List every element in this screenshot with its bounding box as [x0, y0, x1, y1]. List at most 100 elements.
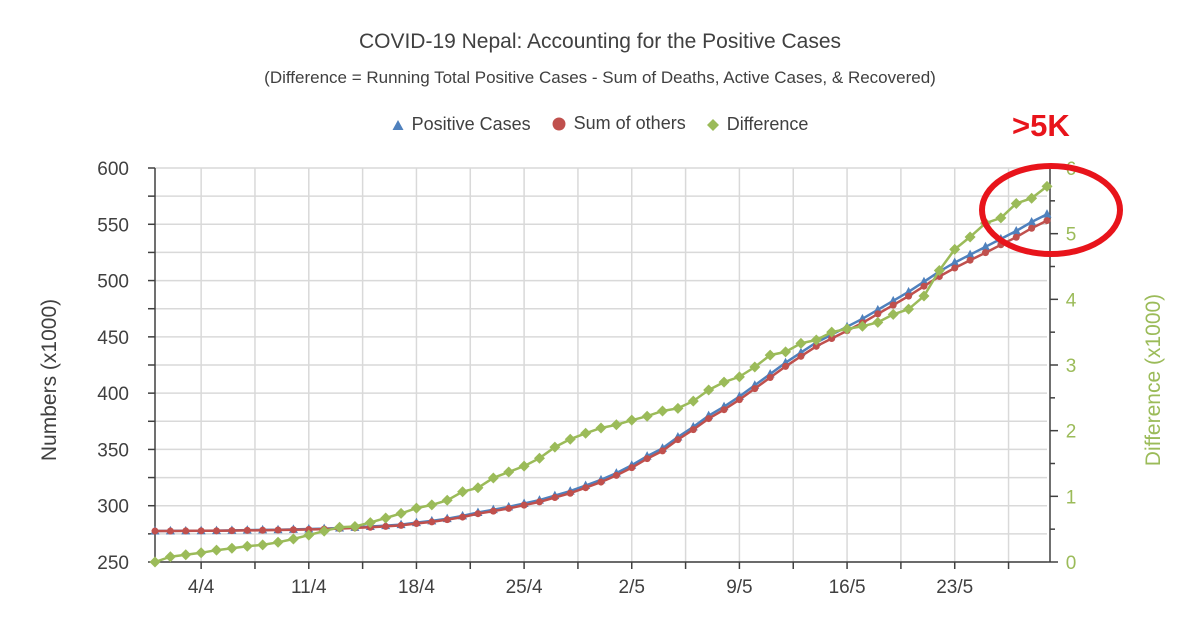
data-point-difference: [887, 308, 899, 320]
data-point-sum: [535, 498, 543, 506]
data-point-sum: [459, 513, 467, 521]
y2-tick-label: 5: [1066, 225, 1077, 246]
x-tick-label: 16/5: [829, 577, 866, 598]
data-point-sum: [966, 256, 974, 264]
data-point-difference: [749, 361, 761, 373]
x-tick-label: 9/5: [726, 577, 752, 598]
data-point-difference: [457, 486, 469, 498]
data-point-difference: [903, 303, 915, 315]
data-point-difference: [580, 427, 592, 439]
data-point-difference: [164, 551, 176, 563]
y2-tick-label: 4: [1066, 290, 1077, 311]
data-point-positive: [888, 295, 898, 305]
data-point-positive: [980, 241, 990, 251]
data-point-difference: [318, 525, 330, 537]
data-point-difference: [441, 494, 453, 506]
data-point-sum: [520, 501, 528, 509]
y-tick-label: 500: [97, 272, 129, 293]
data-point-positive: [1042, 209, 1052, 218]
data-point-sum: [1043, 217, 1051, 225]
data-point-difference: [918, 290, 930, 302]
legend-item-difference: Difference: [706, 114, 809, 135]
data-point-sum: [582, 484, 590, 492]
data-point-sum: [628, 464, 636, 472]
data-point-sum: [489, 507, 497, 515]
x-tick-label: 25/4: [506, 577, 543, 598]
data-point-difference: [703, 384, 715, 396]
data-point-difference: [949, 243, 961, 255]
data-point-difference: [426, 499, 438, 511]
y-tick-label: 300: [97, 497, 129, 518]
legend-label-difference: Difference: [726, 114, 809, 134]
data-point-positive: [1011, 226, 1021, 235]
data-point-sum: [674, 436, 682, 444]
data-point-sum: [689, 426, 697, 434]
data-point-sum: [243, 526, 251, 534]
diamond-marker-icon: [706, 118, 719, 131]
data-point-difference: [380, 512, 392, 524]
data-point-difference: [780, 346, 792, 358]
data-point-sum: [797, 352, 805, 360]
data-point-sum: [566, 489, 574, 497]
annotation-text: >5K: [1012, 108, 1070, 143]
data-point-difference: [733, 371, 745, 383]
data-point-sum: [828, 335, 836, 343]
data-point-sum: [505, 504, 513, 512]
data-point-difference: [795, 337, 807, 349]
data-point-difference: [241, 540, 253, 552]
data-point-difference: [610, 419, 622, 431]
circle-marker-icon: [552, 117, 566, 130]
data-point-difference: [149, 556, 161, 568]
data-point-difference: [257, 539, 269, 551]
legend: Positive Cases Sum of others Difference: [0, 113, 1200, 136]
data-point-sum: [612, 471, 620, 479]
y2-tick-label: 3: [1066, 356, 1077, 377]
data-point-difference: [472, 482, 484, 494]
data-point-sum: [428, 518, 436, 526]
data-point-difference: [549, 441, 561, 453]
x-tick-label: 11/4: [291, 577, 327, 598]
data-point-difference: [334, 521, 346, 533]
data-point-sum: [197, 527, 205, 535]
y2-tick-label: 1: [1066, 487, 1077, 508]
data-point-difference: [349, 521, 361, 533]
chart-subtitle: (Difference = Running Total Positive Cas…: [264, 68, 936, 87]
data-point-sum: [766, 373, 774, 381]
data-point-sum: [166, 527, 174, 535]
data-point-difference: [995, 212, 1007, 224]
data-point-sum: [782, 362, 790, 370]
data-point-difference: [487, 472, 499, 484]
data-point-difference: [933, 264, 945, 276]
legend-label-sum: Sum of others: [573, 113, 686, 133]
data-point-difference: [718, 376, 730, 388]
data-point-difference: [764, 349, 776, 361]
data-point-sum: [720, 406, 728, 414]
data-point-difference: [226, 542, 238, 554]
data-point-sum: [151, 527, 159, 535]
data-point-difference: [395, 507, 407, 519]
y2-tick-label: 0: [1066, 553, 1077, 574]
y2-tick-label: 2: [1066, 422, 1077, 443]
data-point-difference: [856, 320, 868, 332]
data-point-difference: [672, 402, 684, 414]
y-tick-label: 250: [97, 553, 129, 574]
data-point-difference: [195, 547, 207, 559]
y-tick-label: 550: [97, 215, 129, 236]
data-point-sum: [643, 455, 651, 463]
annotation-ellipse: [979, 163, 1123, 257]
data-point-sum: [474, 510, 482, 518]
data-point-sum: [659, 447, 667, 455]
y-tick-label: 350: [97, 440, 129, 461]
data-point-difference: [964, 231, 976, 243]
data-point-positive: [919, 276, 929, 286]
data-point-difference: [1010, 197, 1022, 209]
data-point-sum: [920, 282, 928, 290]
data-point-sum: [812, 342, 820, 350]
x-tick-label: 4/4: [188, 577, 215, 598]
data-point-positive: [1027, 217, 1037, 226]
x-tick-label: 2/5: [619, 577, 645, 598]
data-point-sum: [412, 520, 420, 528]
data-point-difference: [211, 544, 223, 556]
data-point-sum: [597, 478, 605, 486]
